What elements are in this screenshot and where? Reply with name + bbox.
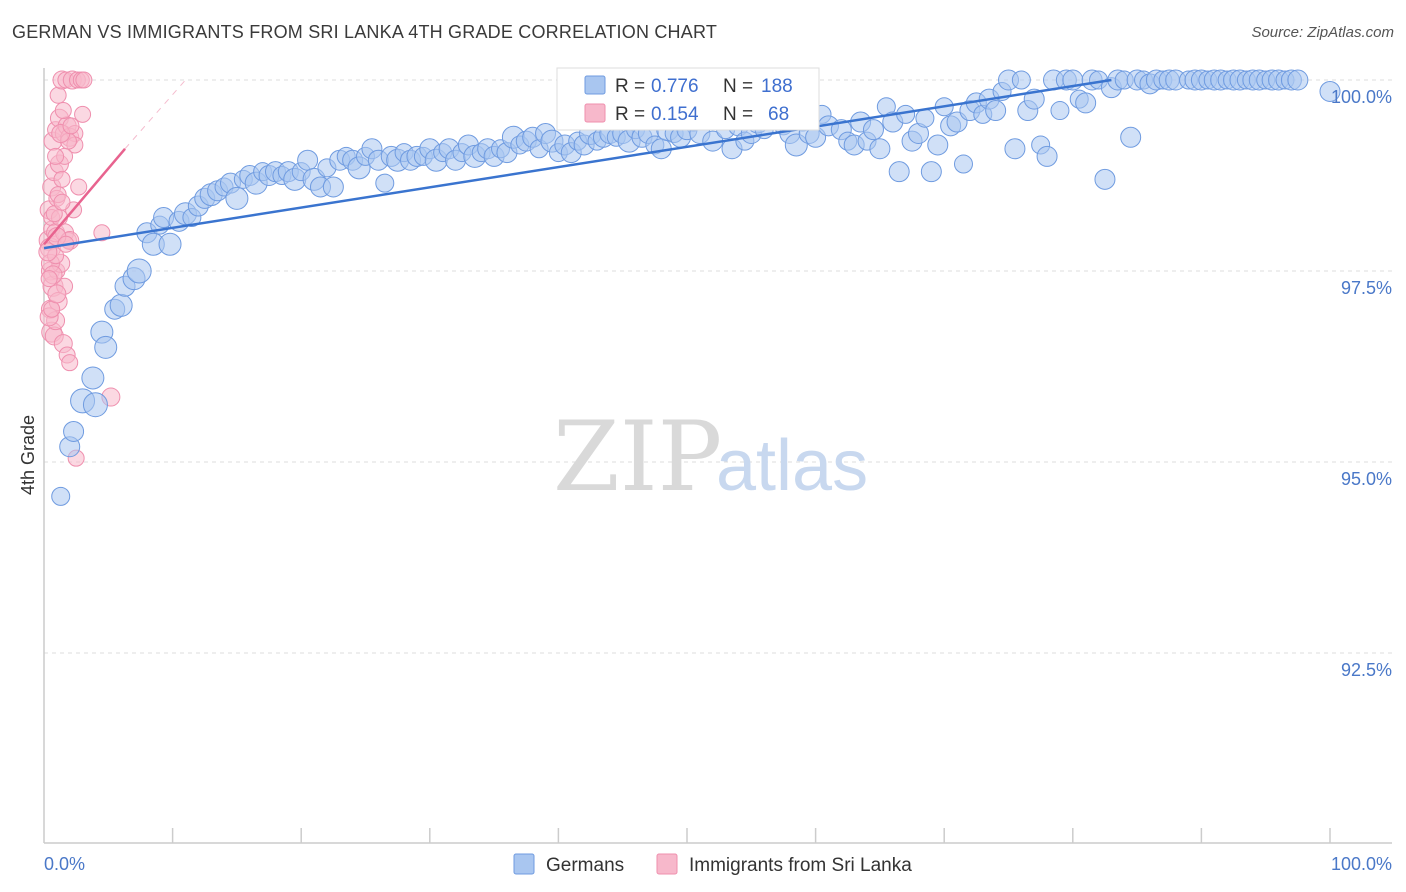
y-tick-labels: 100.0% 97.5% 95.0% 92.5% [1331,87,1392,680]
y-tick-label: 92.5% [1341,660,1392,680]
germans-point [297,149,319,171]
sri-lanka-point [47,147,65,165]
y-tick-label: 97.5% [1341,278,1392,298]
sri-lanka-point [47,284,67,304]
watermark-zip: ZIP [553,401,722,513]
sri-lanka-trend-extension [124,79,186,150]
legend-bottom-swatch-germans [513,853,535,875]
legend-r-label-germans: R = [615,76,645,97]
sri-lanka-point [74,105,92,123]
germans-point [1036,145,1058,167]
germans-point [94,335,118,359]
trend-lines [43,78,1112,250]
germans-point [1050,101,1070,121]
germans-point [869,138,891,160]
sri-lanka-point [54,102,72,120]
germans-point [81,366,105,390]
legend-bottom-swatch-sri-lanka [656,853,678,875]
watermark-atlas: atlas [716,426,868,506]
germans-point [985,100,1007,122]
x-tick-label-min: 0.0% [44,854,85,874]
germans-point [915,108,935,128]
germans-point [109,293,133,317]
germans-point [1319,80,1341,102]
germans-point [1287,69,1309,91]
legend-swatch-sri-lanka [584,103,606,123]
germans-trend-line [43,78,1112,250]
legend-swatch-germans [584,75,606,95]
germans-point [888,161,910,183]
germans-point [126,258,152,284]
germans-point [63,420,85,442]
series-sri-lanka-points [38,70,121,467]
y-tick-label: 100.0% [1331,87,1392,107]
germans-point [862,119,884,141]
sri-lanka-trend-line [43,147,126,246]
sri-lanka-point [61,354,79,372]
germans-point [1094,168,1116,190]
germans-point [927,134,949,156]
legend-r-value-germans: 0.776 [651,76,699,97]
sri-lanka-point [70,178,88,196]
source-label: Source: ZipAtlas.com [1251,24,1394,41]
legend-bottom-label-germans: Germans [546,855,624,876]
x-tick-label-max: 100.0% [1331,854,1392,874]
germans-point [322,176,344,198]
legend-r-value-sri-lanka: 0.154 [651,104,699,125]
germans-point [1075,92,1097,114]
legend-top: R = 0.776 N = 188 R = 0.154 N = 68 [556,67,820,131]
series-germans-points [51,69,1341,506]
chart-title: GERMAN VS IMMIGRANTS FROM SRI LANKA 4TH … [12,22,718,42]
sri-lanka-point [53,193,71,211]
y-axis-label: 4th Grade [18,415,38,495]
sri-lanka-point [43,300,61,318]
y-tick-label: 95.0% [1341,469,1392,489]
germans-point [920,161,942,183]
legend-n-label-germans: N = [723,76,753,97]
sri-lanka-point [53,170,71,188]
germans-point [1004,138,1026,160]
sri-lanka-point [93,224,111,242]
germans-point [953,154,973,174]
sri-lanka-point [49,86,67,104]
legend-n-value-germans: 188 [761,76,793,97]
sri-lanka-point [40,270,58,288]
x-axis-ticks [171,828,1331,843]
legend-r-label-sri-lanka: R = [615,104,645,125]
legend-n-label-sri-lanka: N = [723,104,753,125]
germans-point [375,173,395,193]
legend-bottom-label-sri-lanka: Immigrants from Sri Lanka [689,855,912,876]
legend-n-value-sri-lanka: 68 [768,104,789,125]
axes [43,68,1392,844]
germans-point [51,486,71,506]
germans-point [225,186,249,210]
germans-point [1120,126,1142,148]
germans-point [158,232,182,256]
germans-point [82,392,108,418]
germans-point [1011,70,1031,90]
sri-lanka-point [62,117,80,135]
legend-bottom: Germans Immigrants from Sri Lanka [513,853,912,876]
sri-lanka-point [75,71,93,89]
